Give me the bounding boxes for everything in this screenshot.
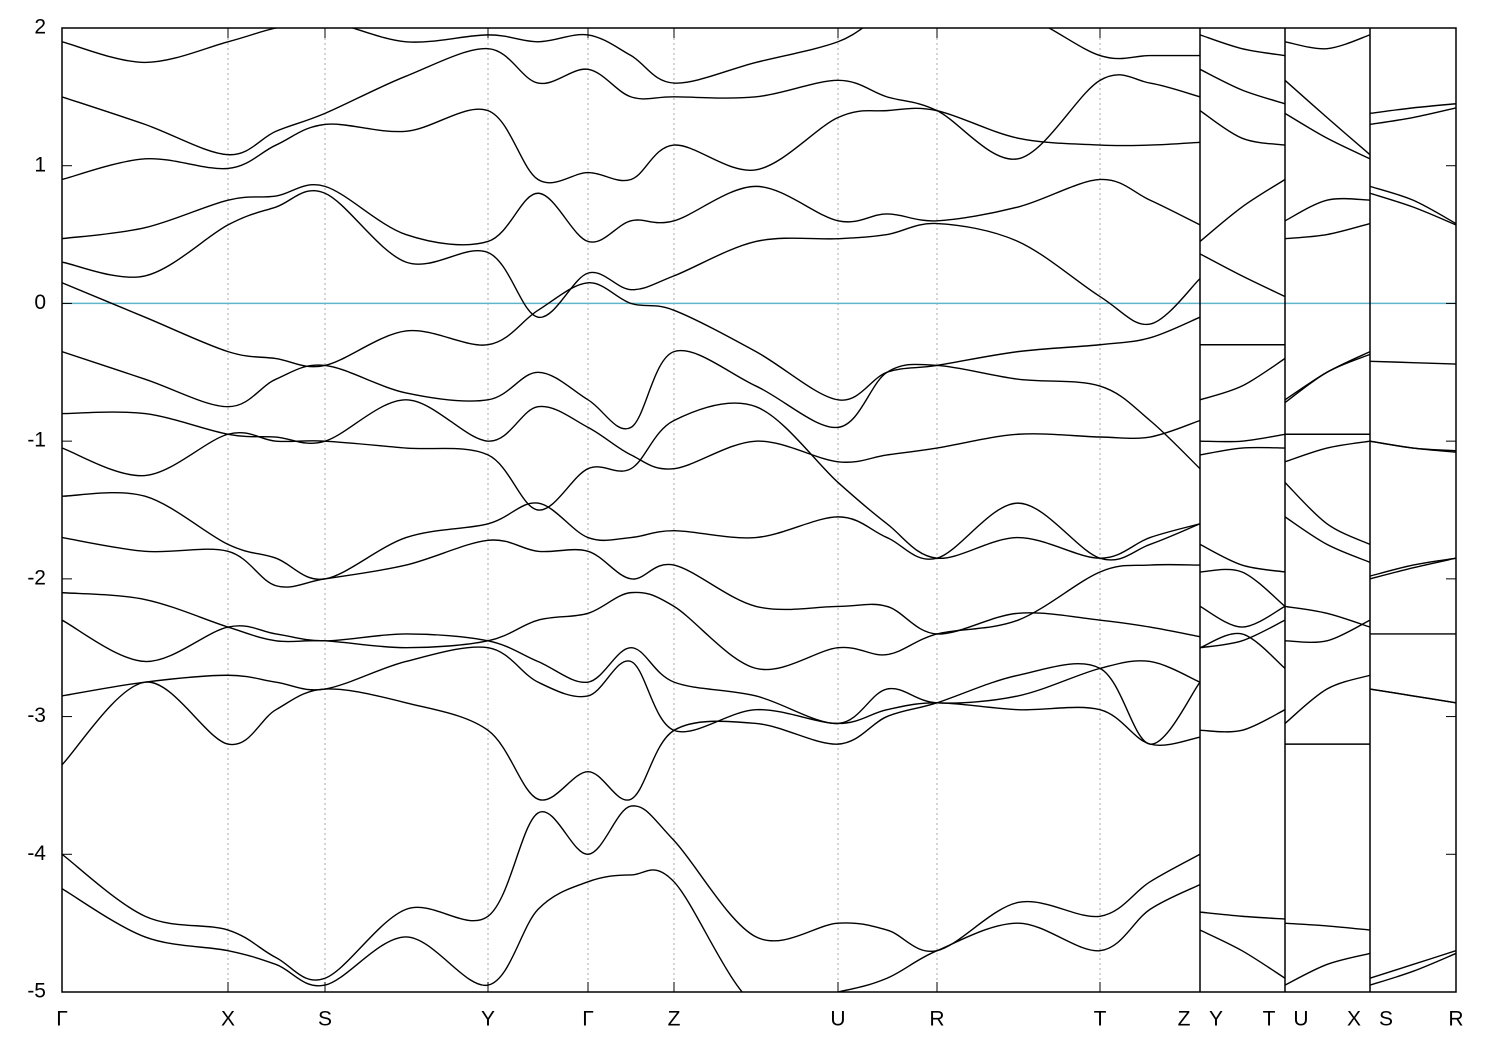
grid [227, 28, 1101, 992]
y-tick-label: -1 [27, 429, 46, 452]
band-line [62, 190, 1456, 326]
plot-frame [61, 27, 1457, 993]
band-line [62, 481, 1456, 580]
y-tick-label: 2 [34, 16, 46, 39]
x-tick-label: T [1094, 1008, 1107, 1031]
x-tick-label: U [1293, 1008, 1308, 1031]
x-tick-label: R [929, 1008, 944, 1031]
band-line [62, 178, 1456, 246]
band-line [62, 619, 1456, 979]
x-tick-label: X [221, 1008, 235, 1031]
band-line [62, 107, 1456, 184]
x-tick-label: S [1379, 1008, 1393, 1031]
band-line [62, 402, 1456, 577]
y-tick-label: -5 [27, 980, 46, 1003]
band-line [62, 349, 1456, 470]
band-line [62, 619, 1456, 725]
band-line [62, 663, 1456, 986]
y-tick-label: 0 [34, 291, 46, 314]
x-tick-label: T [1263, 1008, 1276, 1031]
band-line [62, 47, 1456, 160]
band-line [62, 869, 1371, 992]
x-tick-label: Y [1209, 1008, 1223, 1031]
x-tick-label: Γ [582, 1008, 594, 1031]
band-line [62, 282, 1456, 401]
band-line [62, 399, 1456, 470]
y-tick-label: -3 [27, 704, 46, 727]
y-tick-label: 1 [34, 153, 46, 176]
x-tick-label: Γ [56, 1008, 68, 1031]
x-tick-label: Z [1178, 1008, 1191, 1031]
x-tick-label: S [318, 1008, 332, 1031]
y-tick-label: -4 [27, 842, 46, 865]
x-tick-label: Z [668, 1008, 681, 1031]
x-tick-label: U [830, 1008, 845, 1031]
band-line [62, 516, 1456, 638]
bands [62, 28, 1456, 992]
x-tick-label: R [1448, 1008, 1463, 1031]
y-tick-label: -2 [27, 566, 46, 589]
band-line [62, 28, 1371, 84]
x-tick-label: X [1347, 1008, 1361, 1031]
band-line [62, 805, 1371, 981]
band-line [62, 563, 1456, 704]
x-tick-label: Y [481, 1008, 495, 1031]
